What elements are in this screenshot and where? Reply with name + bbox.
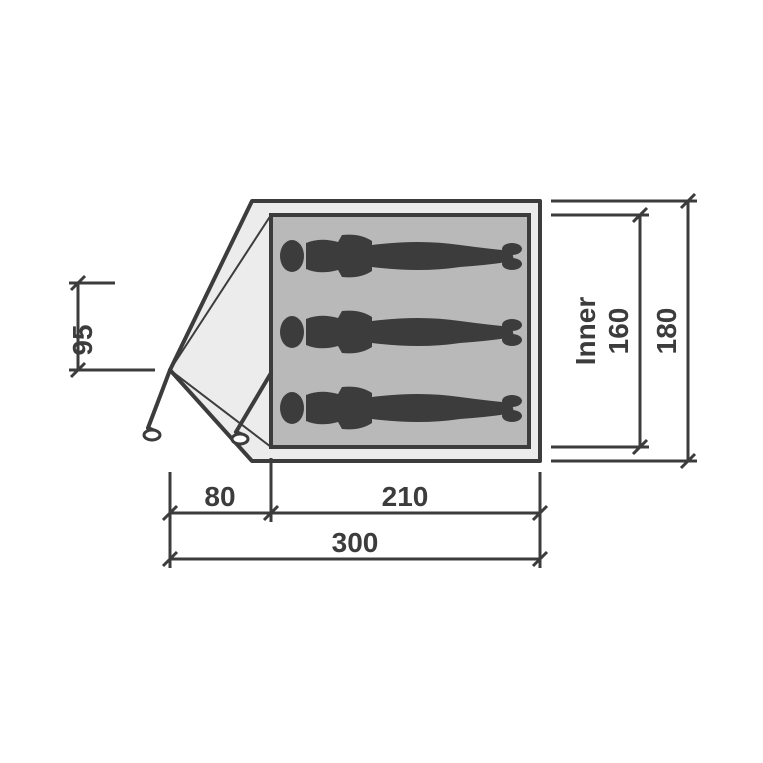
dimension-inner-width-text: Inner bbox=[570, 297, 601, 366]
dimension-outer-width-label: 180 bbox=[651, 308, 682, 355]
dimension-door-width-label: 95 bbox=[67, 324, 98, 355]
dimension-total-length-label: 300 bbox=[332, 527, 379, 558]
dimension-vestibule-length-label: 80 bbox=[204, 481, 235, 512]
dimension-inner-width-label: 160 bbox=[603, 308, 634, 355]
tent-dimension-diagram: 95 80 210 300 Inner 160 18 bbox=[0, 0, 763, 763]
door-flap-left bbox=[144, 370, 170, 440]
dimension-inner-length-label: 210 bbox=[382, 481, 429, 512]
